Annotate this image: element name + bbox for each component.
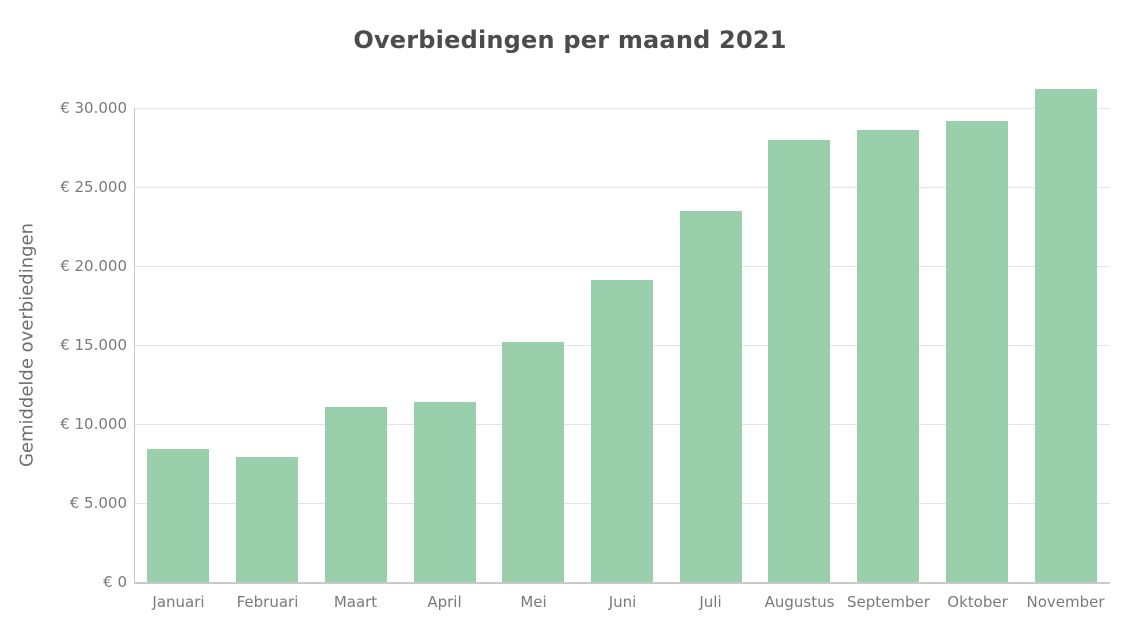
x-tick-label: September bbox=[847, 593, 930, 611]
bar-juni bbox=[591, 280, 653, 582]
x-tick-label: Februari bbox=[236, 593, 299, 611]
y-tick-label: € 15.000 bbox=[60, 336, 127, 354]
gridline bbox=[134, 107, 1110, 109]
bar-augustus bbox=[768, 140, 830, 582]
x-tick-label: April bbox=[427, 593, 462, 611]
bar-februari bbox=[236, 457, 298, 582]
x-tick-label: Januari bbox=[152, 593, 205, 611]
bar-april bbox=[414, 402, 476, 582]
bar-oktober bbox=[946, 121, 1008, 582]
x-tick-label: Oktober bbox=[947, 593, 1008, 611]
y-tick-label: € 10.000 bbox=[60, 415, 127, 433]
bar-november bbox=[1035, 89, 1097, 582]
y-tick-label: € 25.000 bbox=[60, 178, 127, 196]
bar-maart bbox=[325, 407, 387, 582]
y-tick-label: € 20.000 bbox=[60, 257, 127, 275]
bar-september bbox=[857, 130, 919, 582]
bar-mei bbox=[502, 342, 564, 582]
x-tick-label: Juni bbox=[608, 593, 637, 611]
y-tick-label: € 30.000 bbox=[60, 99, 127, 117]
x-tick-label: Juli bbox=[699, 593, 722, 611]
x-tick-label: November bbox=[1026, 593, 1105, 611]
x-axis-line bbox=[134, 582, 1110, 584]
bar-januari bbox=[147, 449, 209, 582]
chart-title: Overbiedingen per maand 2021 bbox=[353, 26, 787, 54]
gridline bbox=[134, 265, 1110, 267]
bar-juli bbox=[680, 211, 742, 582]
x-tick-label: Augustus bbox=[764, 593, 835, 611]
y-tick-label: € 5.000 bbox=[69, 494, 127, 512]
y-tick-label: € 0 bbox=[103, 573, 127, 591]
y-axis-line bbox=[134, 108, 135, 582]
x-tick-label: Mei bbox=[520, 593, 547, 611]
gridline bbox=[134, 186, 1110, 188]
x-tick-label: Maart bbox=[333, 593, 378, 611]
